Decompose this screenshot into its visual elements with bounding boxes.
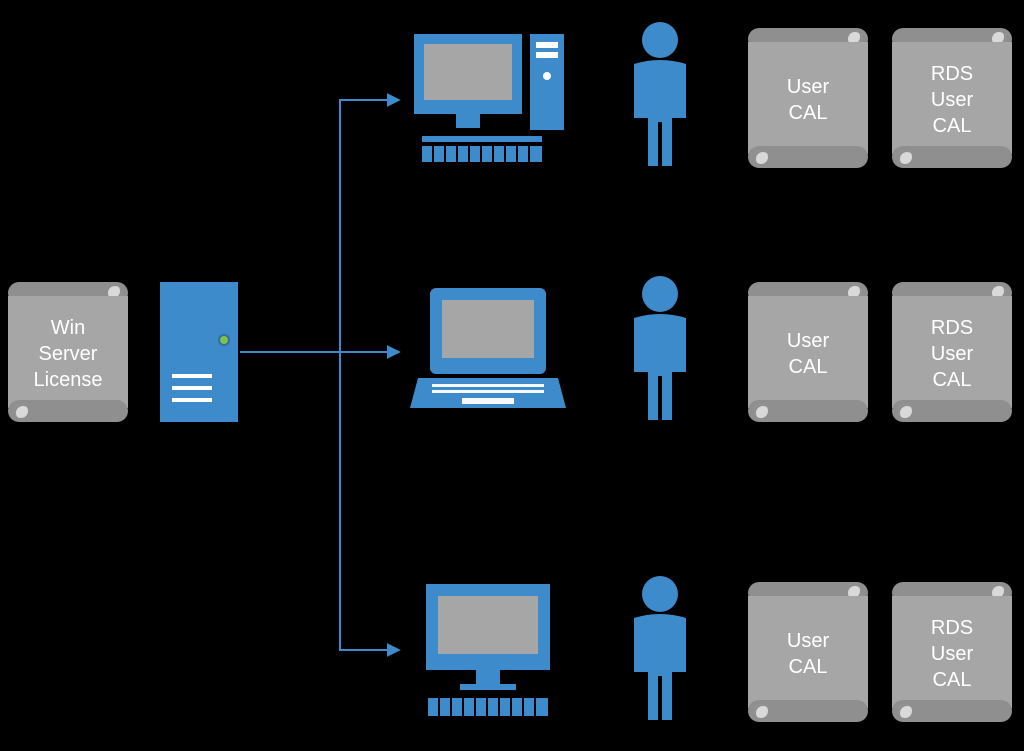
user-icon [620,272,700,422]
rds-user-cal-label: RDSUserCAL [931,615,973,693]
user-icon [620,572,700,722]
rds-user-cal-doc: RDSUserCAL [892,282,1012,422]
rds-user-cal-label: RDSUserCAL [931,61,973,139]
user-cal-doc: UserCAL [748,582,868,722]
server-led-icon [220,336,228,344]
user-icon [620,18,700,168]
user-cal-label: UserCAL [787,328,829,380]
server-icon [160,282,238,422]
desktop-computer-icon [408,28,568,168]
win-server-license-label: WinServerLicense [34,315,103,393]
rds-user-cal-doc: RDSUserCAL [892,28,1012,168]
monitor-icon [408,580,568,720]
rds-user-cal-label: RDSUserCAL [931,315,973,393]
user-cal-label: UserCAL [787,628,829,680]
rds-user-cal-doc: RDSUserCAL [892,582,1012,722]
user-cal-doc: UserCAL [748,282,868,422]
laptop-icon [408,280,568,420]
win-server-license-doc: WinServerLicense [8,282,128,422]
licensing-diagram: WinServerLicense [0,0,1024,751]
user-cal-label: UserCAL [787,74,829,126]
user-cal-doc: UserCAL [748,28,868,168]
